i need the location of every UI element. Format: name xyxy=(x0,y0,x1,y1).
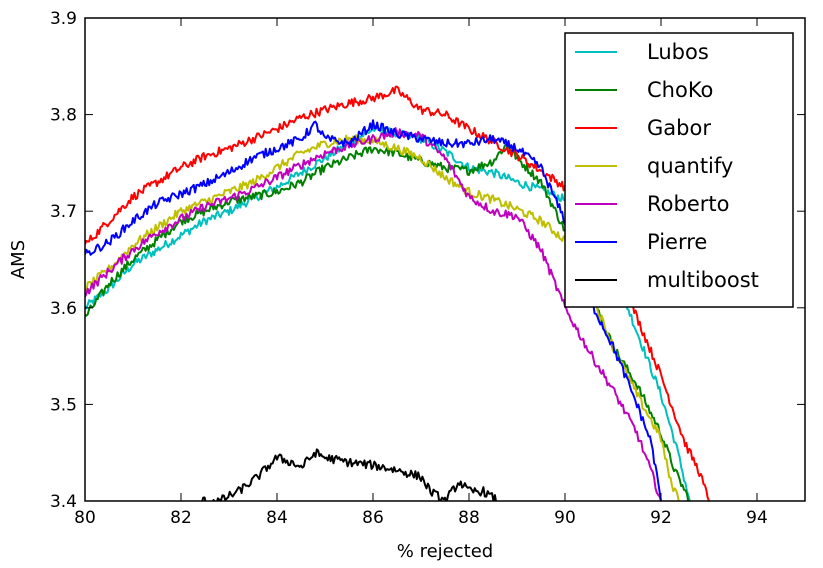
legend-label-lubos: Lubos xyxy=(647,40,709,64)
legend: Lubos ChoKo Gabor quantify Roberto Pierre mult… xyxy=(564,32,794,308)
plot-frame xyxy=(84,17,806,502)
x-tick-label: 84 xyxy=(266,508,288,528)
x-tick-label: 92 xyxy=(650,508,672,528)
x-tick-label: 80 xyxy=(74,508,96,528)
legend-label-pierre: Pierre xyxy=(647,230,707,254)
y-tick-label: 3.6 xyxy=(50,299,77,319)
legend-label-roberto: Roberto xyxy=(647,192,729,216)
legend-label-gabor: Gabor xyxy=(647,116,711,140)
x-tick-label: 88 xyxy=(458,508,480,528)
x-tick-label: 90 xyxy=(554,508,576,528)
series-line-multiboost xyxy=(200,448,498,501)
y-tick-label: 3.4 xyxy=(50,492,77,512)
x-tick-label: 86 xyxy=(362,508,384,528)
y-axis-label: AMS xyxy=(8,240,29,279)
legend-label-choko: ChoKo xyxy=(647,78,713,102)
legend-label-quantify: quantify xyxy=(647,154,733,178)
y-tick-label: 3.5 xyxy=(50,395,77,415)
y-tick-label: 3.9 xyxy=(50,9,77,29)
legend-label-multiboost: multiboost xyxy=(647,268,759,292)
y-tick-label: 3.8 xyxy=(50,106,77,126)
x-tick-label: 94 xyxy=(746,508,768,528)
x-tick-label: 82 xyxy=(170,508,192,528)
y-tick-label: 3.7 xyxy=(50,202,77,222)
x-axis-label: % rejected xyxy=(397,541,493,562)
legend-box xyxy=(564,32,794,308)
